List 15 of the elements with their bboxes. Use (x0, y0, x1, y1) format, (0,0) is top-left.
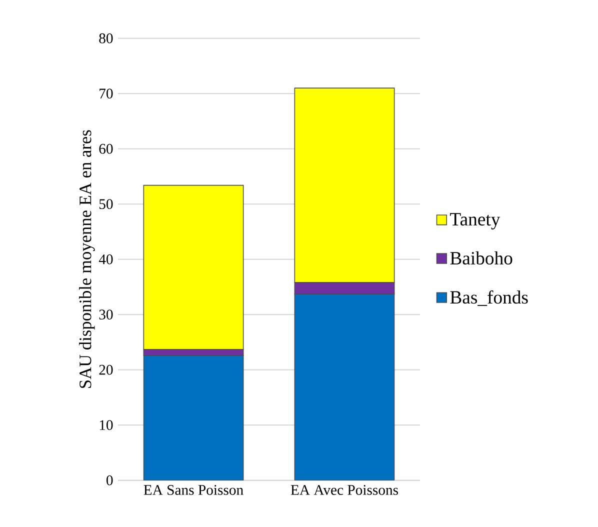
legend-label: Baiboho (450, 251, 512, 265)
y-axis-title: SAU disponible moyenne EA en ares (79, 130, 95, 388)
y-tick-label: 20 (99, 364, 113, 375)
y-tick-label: 40 (98, 254, 113, 264)
x-tick-label: EA Avec Poissons (290, 485, 398, 495)
y-tick-label: 10 (100, 420, 113, 430)
y-tick-label: 80 (99, 33, 113, 44)
y-tick-label: 50 (99, 199, 113, 210)
legend-label: Tanety (450, 213, 500, 230)
legend-label: Bas_fonds (450, 290, 528, 306)
y-tick-label: 60 (99, 144, 113, 154)
y-tick-label: 70 (100, 88, 113, 99)
x-tick-label: EA Sans Poisson (144, 485, 244, 495)
y-tick-label: 30 (99, 310, 113, 320)
y-tick-label: 0 (106, 475, 113, 486)
